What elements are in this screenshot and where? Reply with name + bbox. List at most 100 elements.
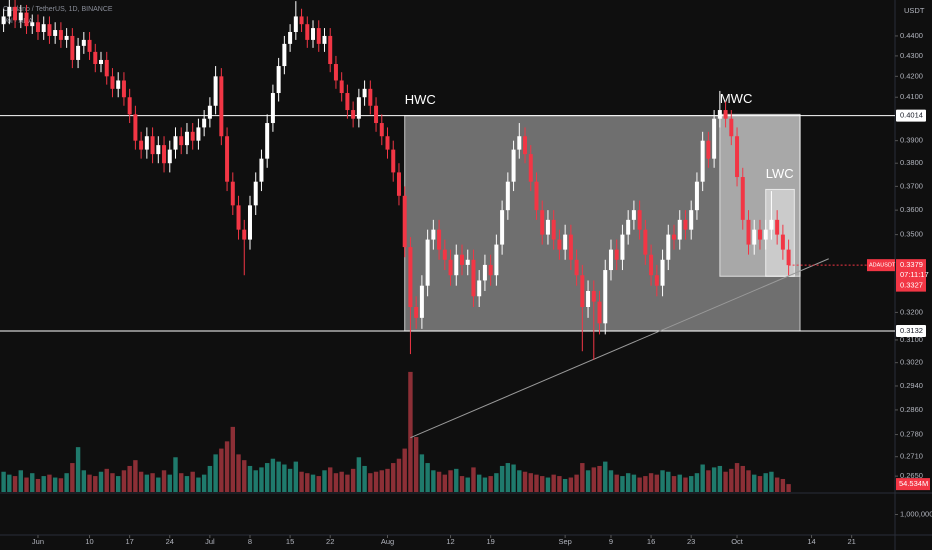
volume-bar (774, 477, 780, 492)
candle-body (202, 118, 207, 128)
candle-body (379, 123, 384, 137)
y-tick-label: 0.3900 (900, 136, 923, 145)
candle-body (144, 136, 149, 150)
y-tick-label: 0.3200 (900, 307, 923, 316)
volume-bar (631, 474, 637, 492)
candle-body (471, 259, 476, 297)
volume-bar (568, 477, 574, 492)
price-box (896, 259, 926, 282)
volume-bar (436, 471, 442, 492)
volume-bar (339, 471, 344, 492)
volume-bar (528, 473, 533, 492)
volume-bar (52, 477, 58, 492)
hline-label-box (896, 109, 926, 122)
volume-bar (110, 473, 115, 492)
volume-bar (379, 470, 384, 492)
volume-bar (75, 447, 81, 492)
candle-body (35, 22, 40, 33)
zone (404, 115, 801, 332)
candle-body (213, 76, 218, 106)
candle-body (219, 76, 224, 137)
volume-bar (253, 470, 258, 492)
candle-body (465, 259, 470, 265)
candle-body (316, 28, 321, 44)
x-tick-label: 21 (847, 537, 855, 546)
chart-title: Cardano / TetherUS, 1D, BINANCE (3, 6, 113, 13)
y-tick-label: 0.4100 (900, 92, 923, 101)
candle-body (328, 35, 333, 65)
candle-body (391, 149, 396, 173)
candle-body (196, 127, 201, 141)
candle-body (270, 93, 275, 124)
volume-bar (161, 470, 167, 492)
zone-label: LWC (766, 166, 794, 181)
candle-body (156, 145, 161, 155)
candle-body (173, 136, 178, 150)
volume-bar (345, 474, 350, 492)
x-tick-label: 24 (166, 537, 174, 546)
volume-bar (213, 454, 218, 492)
candle-body (763, 229, 768, 240)
volume-bar (144, 474, 150, 492)
volume-bar (24, 477, 29, 492)
candle-body (425, 239, 430, 286)
candle-body (247, 205, 252, 240)
candle-body (414, 306, 419, 318)
volume-bar (499, 465, 505, 492)
candle-body (752, 229, 757, 245)
candle-body (448, 259, 453, 276)
volume-bar (70, 463, 75, 492)
candle-body (374, 105, 379, 124)
y-tick-label: 0.2710 (900, 452, 923, 461)
volume-bar (476, 474, 482, 492)
volume-bar (230, 426, 235, 492)
candle-body (305, 24, 310, 40)
volume-bar (643, 476, 648, 492)
candle-body (574, 259, 579, 276)
volume-title: Vol · ADA (3, 18, 33, 25)
volume-bar (689, 476, 694, 492)
candle-body (116, 80, 121, 89)
volume-bar (419, 454, 425, 492)
x-tick-label: 10 (85, 537, 93, 546)
volume-bar (551, 474, 556, 492)
volume-bar (711, 467, 717, 492)
candle-body (99, 59, 104, 65)
volume-bar (184, 476, 190, 492)
candle-body (276, 66, 281, 94)
volume-bar (671, 476, 677, 492)
candle-body (517, 136, 522, 150)
candle-body (431, 229, 436, 240)
volume-bar (654, 474, 660, 492)
volume-bar (574, 474, 579, 492)
candle-body (557, 239, 562, 250)
volume-bar (557, 476, 562, 492)
volume-bar (580, 463, 585, 492)
x-tick-label: Jul (205, 537, 215, 546)
candle-body (230, 181, 235, 206)
x-tick-label: 22 (326, 537, 334, 546)
last-price-label: 0.3379 (900, 260, 923, 269)
candle-body (649, 254, 654, 276)
candle-body (540, 210, 545, 235)
volume-bar (121, 470, 127, 492)
candle-body (700, 140, 705, 182)
x-tick-label: 8 (248, 537, 252, 546)
candle-body (608, 249, 613, 271)
volume-bar (494, 473, 499, 492)
volume-bar (236, 454, 241, 492)
candle-body (93, 51, 98, 65)
candle-body (87, 39, 92, 52)
candle-body (677, 219, 682, 240)
candle-body (735, 136, 740, 178)
volume-bar (93, 476, 98, 492)
volume-bar (700, 464, 705, 492)
volume-bar (362, 465, 367, 492)
volume-bar (603, 461, 608, 492)
candle-body (488, 264, 493, 276)
candle-body (482, 264, 487, 281)
volume-bar (81, 470, 87, 492)
symbol-label: ADAUSDT (869, 263, 896, 269)
unit: USDT (904, 6, 925, 15)
volume-bar (116, 476, 121, 492)
